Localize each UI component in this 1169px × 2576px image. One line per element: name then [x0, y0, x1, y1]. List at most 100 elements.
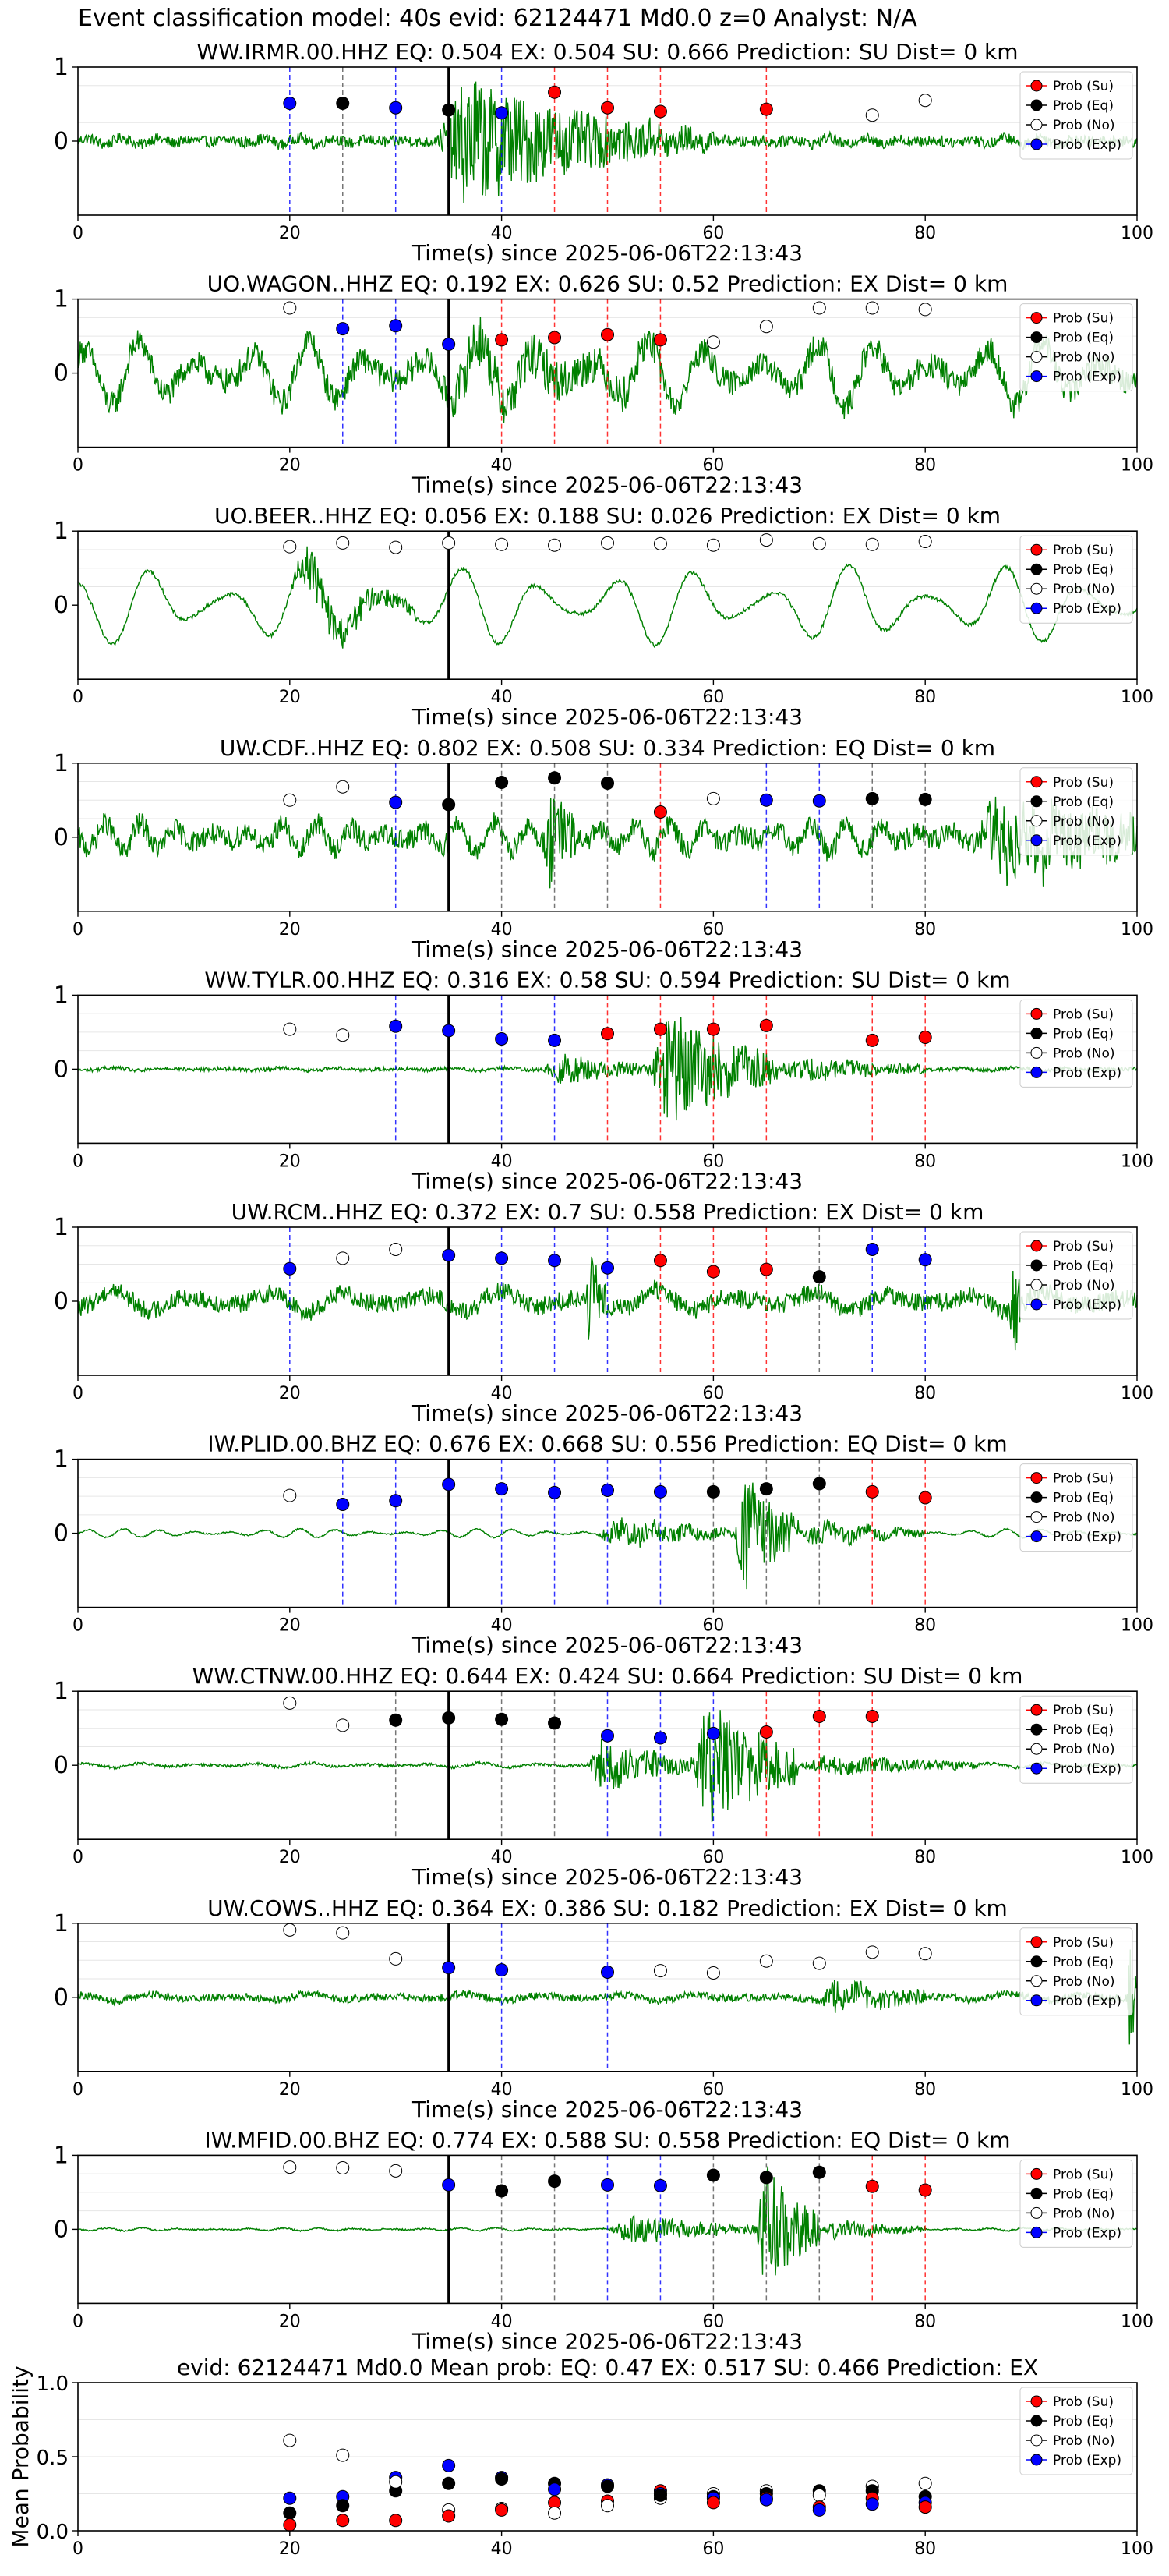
- legend-marker-exp: [1030, 138, 1043, 150]
- x-axis-label: Time(s) since 2025-06-06T22:13:43: [411, 2328, 803, 2354]
- prob-point-su: [865, 2179, 879, 2193]
- y-tick-label: 0: [54, 824, 69, 851]
- prob-point-exp: [442, 1961, 456, 1975]
- prob-point-su: [812, 1710, 826, 1723]
- prob-point-no: [283, 2433, 297, 2447]
- prob-point-exp: [495, 1251, 509, 1265]
- prob-point-exp: [812, 794, 826, 808]
- prob-point-no: [495, 537, 509, 551]
- prob-point-eq: [495, 2184, 509, 2198]
- prob-point-no: [918, 303, 932, 317]
- x-tick-label: 100: [1121, 2080, 1153, 2100]
- legend-marker-no: [1030, 1511, 1043, 1523]
- x-tick-label: 40: [491, 1848, 513, 1867]
- prob-point-exp: [759, 793, 773, 807]
- prob-point-no: [812, 1956, 826, 1970]
- legend-marker-exp: [1030, 1066, 1043, 1078]
- x-axis-label: Time(s) since 2025-06-06T22:13:43: [411, 704, 803, 730]
- legend-label: Prob (Exp): [1053, 1530, 1121, 1545]
- prob-point-eq: [442, 2476, 456, 2490]
- y-tick-label: 0: [54, 1056, 69, 1083]
- prob-point-no: [759, 320, 773, 334]
- legend-label: Prob (Eq): [1053, 1955, 1114, 1970]
- legend-marker-no: [1030, 582, 1043, 595]
- prob-point-eq: [442, 1711, 456, 1725]
- legend-box: [1019, 303, 1133, 392]
- x-tick-label: 60: [702, 1848, 724, 1867]
- legend-label: Prob (Exp): [1053, 2453, 1121, 2468]
- prob-point-su: [759, 1725, 773, 1739]
- legend-label: Prob (Su): [1053, 1007, 1114, 1022]
- legend-box: [1019, 1927, 1133, 2016]
- legend-label: Prob (No): [1053, 1974, 1115, 1990]
- prob-point-eq: [759, 1482, 773, 1496]
- legend-label: Prob (No): [1053, 814, 1115, 830]
- legend-marker-no: [1030, 1279, 1043, 1291]
- legend-label: Prob (Exp): [1053, 833, 1121, 849]
- legend-marker-su: [1030, 1240, 1043, 1252]
- prob-point-no: [336, 1718, 350, 1732]
- waveform-trace: [77, 546, 1138, 649]
- legend-marker-exp: [1030, 1762, 1043, 1775]
- prob-point-exp: [495, 1031, 509, 1046]
- x-tick-label: 0: [72, 920, 83, 939]
- panel-11: evid: 62124471 Md0.0 Mean prob: EQ: 0.47…: [8, 2355, 1153, 2559]
- legend-marker-eq: [1030, 1723, 1043, 1736]
- prob-point-exp: [812, 2503, 826, 2517]
- prob-point-su: [706, 1022, 720, 1036]
- prob-point-no: [812, 301, 826, 315]
- y-tick-label: 1: [54, 1446, 69, 1474]
- panel-title: WW.TYLR.00.HHZ EQ: 0.316 EX: 0.58 SU: 0.…: [204, 967, 1010, 993]
- prob-point-eq: [336, 2499, 350, 2513]
- prob-point-no: [336, 780, 350, 794]
- prob-point-no: [706, 1966, 720, 1980]
- x-tick-label: 20: [279, 2312, 301, 2331]
- prob-point-no: [918, 94, 932, 108]
- figure-suptitle: Event classification model: 40s evid: 62…: [78, 5, 917, 32]
- x-tick-label: 20: [279, 2539, 301, 2559]
- x-tick-label: 40: [491, 1152, 513, 1171]
- legend-marker-su: [1030, 2167, 1043, 2180]
- x-tick-label: 80: [914, 224, 936, 243]
- legend-label: Prob (No): [1053, 582, 1115, 597]
- prob-point-exp: [283, 2491, 297, 2505]
- x-tick-label: 0: [72, 688, 83, 707]
- legend-box: [1019, 535, 1133, 624]
- prob-point-no: [336, 536, 350, 550]
- x-axis-label: Time(s) since 2025-06-06T22:13:43: [411, 1633, 803, 1658]
- prob-point-no: [336, 1251, 350, 1265]
- legend-label: Prob (Eq): [1053, 794, 1114, 810]
- prob-point-eq: [442, 798, 456, 812]
- legend-label: Prob (Su): [1053, 775, 1114, 791]
- legend-marker-exp: [1030, 834, 1043, 847]
- prob-point-no: [653, 536, 667, 550]
- x-axis-label: Time(s) since 2025-06-06T22:13:43: [411, 2097, 803, 2122]
- prob-point-su: [548, 85, 562, 99]
- x-tick-label: 80: [914, 1384, 936, 1403]
- prob-point-no: [653, 1964, 667, 1978]
- prob-point-no: [601, 536, 614, 550]
- prob-point-no: [548, 2506, 562, 2520]
- legend-label: Prob (Eq): [1053, 331, 1114, 346]
- prob-point-no: [283, 540, 297, 554]
- x-tick-label: 100: [1121, 1384, 1153, 1403]
- panel-3: UO.BEER..HHZ EQ: 0.056 EX: 0.188 SU: 0.0…: [54, 503, 1153, 730]
- prob-point-no: [389, 1243, 403, 1256]
- prob-point-su: [918, 1491, 932, 1505]
- prob-point-exp: [601, 1966, 614, 1979]
- prob-point-su: [495, 333, 509, 347]
- prob-point-no: [283, 1923, 297, 1937]
- x-axis-label: Time(s) since 2025-06-06T22:13:43: [411, 240, 803, 266]
- prob-point-no: [336, 2161, 350, 2175]
- panel-6: UW.RCM..HHZ EQ: 0.372 EX: 0.7 SU: 0.558 …: [54, 1199, 1153, 1426]
- legend-marker-eq: [1030, 1259, 1043, 1272]
- x-tick-label: 60: [702, 456, 724, 476]
- x-tick-label: 40: [491, 1384, 513, 1403]
- prob-point-no: [759, 1954, 773, 1968]
- prob-point-no: [706, 791, 720, 805]
- panel-10: IW.MFID.00.BHZ EQ: 0.774 EX: 0.588 SU: 0…: [54, 2127, 1153, 2354]
- legend-marker-eq: [1030, 2187, 1043, 2199]
- y-tick-label: 0: [54, 1984, 69, 2012]
- prob-point-no: [812, 536, 826, 550]
